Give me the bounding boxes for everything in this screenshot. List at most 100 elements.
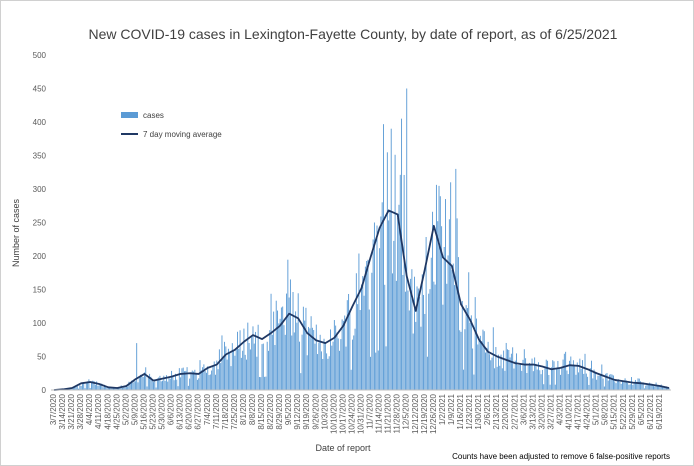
bar xyxy=(390,128,392,390)
bar xyxy=(349,310,351,390)
bar xyxy=(473,374,475,390)
bar xyxy=(348,293,350,390)
bar xyxy=(261,344,263,390)
bar xyxy=(91,381,92,390)
bar xyxy=(249,349,251,390)
x-tick-label: 5/15/2021 xyxy=(610,393,619,429)
bar xyxy=(89,387,91,390)
bar xyxy=(466,308,468,390)
bar xyxy=(200,370,202,390)
bar xyxy=(428,293,430,390)
bar xyxy=(353,335,355,390)
x-tick-label: 3/6/2021 xyxy=(519,393,528,425)
bar xyxy=(478,338,480,390)
bar xyxy=(269,330,271,390)
bar xyxy=(234,355,236,390)
bar xyxy=(588,384,590,390)
bar xyxy=(149,373,151,390)
bar xyxy=(485,352,486,390)
bar xyxy=(441,226,443,390)
bar xyxy=(469,322,471,390)
bar xyxy=(645,385,647,390)
bar xyxy=(504,370,506,390)
bar xyxy=(464,329,466,390)
bar xyxy=(386,152,388,390)
bar xyxy=(248,342,250,390)
bar xyxy=(486,347,488,390)
bar xyxy=(605,373,607,390)
bar xyxy=(402,274,404,390)
bar xyxy=(452,263,454,390)
bar xyxy=(323,338,325,390)
bar xyxy=(457,257,459,390)
bar xyxy=(128,381,130,390)
bar xyxy=(472,348,474,390)
bar xyxy=(445,199,446,390)
bar xyxy=(119,387,121,390)
bar xyxy=(375,352,377,390)
bar xyxy=(460,331,462,390)
x-tick-label: 8/29/2020 xyxy=(275,393,284,429)
x-tick-label: 4/18/2020 xyxy=(103,393,112,429)
bar xyxy=(496,366,498,390)
bar xyxy=(598,375,600,390)
bar xyxy=(526,373,528,390)
bar xyxy=(553,361,555,390)
bar xyxy=(612,375,614,390)
bar xyxy=(207,366,209,390)
bar xyxy=(560,374,561,390)
bar xyxy=(425,237,427,390)
x-tick-label: 4/3/2021 xyxy=(555,393,564,425)
bar xyxy=(258,376,260,390)
bar xyxy=(476,318,477,390)
bar xyxy=(199,360,201,390)
x-tick-label: 9/19/2020 xyxy=(302,393,311,429)
bar xyxy=(178,368,180,390)
bar xyxy=(538,362,539,390)
x-tick-label: 3/13/2021 xyxy=(528,393,537,429)
bar xyxy=(265,376,267,390)
x-axis-label: Date of report xyxy=(315,443,371,453)
x-tick-label: 10/3/2020 xyxy=(320,393,329,429)
x-tick-label: 7/18/2020 xyxy=(221,393,230,429)
bar xyxy=(280,307,282,390)
bar xyxy=(398,204,400,390)
bar xyxy=(163,375,165,390)
bar xyxy=(239,330,241,390)
x-tick-label: 12/5/2020 xyxy=(402,393,411,429)
bar xyxy=(407,290,409,390)
bar xyxy=(238,348,240,390)
bar xyxy=(488,354,490,390)
bar xyxy=(470,315,472,390)
bar xyxy=(141,376,143,390)
bar xyxy=(193,371,194,390)
x-tick-label: 11/28/2020 xyxy=(393,393,402,433)
bar xyxy=(337,338,339,390)
bar xyxy=(147,377,149,390)
bar xyxy=(377,350,379,390)
bar xyxy=(361,284,362,390)
bar xyxy=(541,369,543,390)
bar xyxy=(88,379,90,390)
bar xyxy=(326,353,328,390)
bar xyxy=(160,381,162,390)
x-tick-label: 12/26/2020 xyxy=(429,393,438,434)
bar xyxy=(596,379,598,390)
bar xyxy=(629,384,631,390)
bar xyxy=(593,369,595,390)
bar xyxy=(481,341,483,390)
bar xyxy=(173,380,175,390)
x-tick-label: 1/16/2021 xyxy=(456,393,465,429)
x-tick-label: 4/11/2020 xyxy=(94,393,103,429)
bar xyxy=(164,380,166,390)
x-tick-label: 5/29/2021 xyxy=(628,393,637,429)
bar xyxy=(576,362,578,390)
bar xyxy=(403,174,405,390)
bar xyxy=(107,387,109,390)
bar xyxy=(233,351,235,390)
bar xyxy=(552,360,554,390)
bar xyxy=(570,356,572,390)
bar xyxy=(221,335,223,390)
bar xyxy=(492,327,494,390)
bar xyxy=(557,360,559,390)
